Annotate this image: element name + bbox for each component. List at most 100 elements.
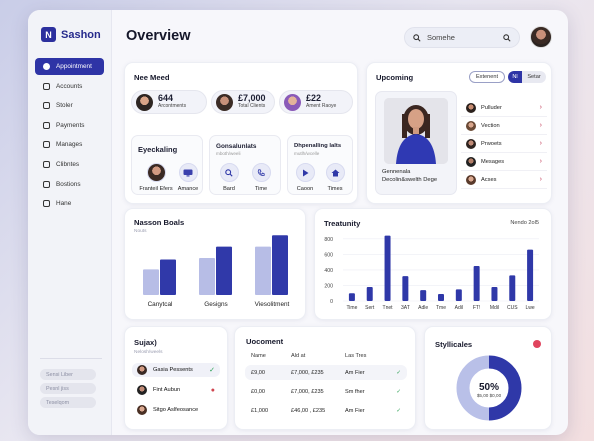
card-title: Styllicales [435,340,473,349]
table-cell: £46,00 , £235 [291,407,326,414]
sidebar-item-label: Bostions [56,180,81,188]
tile-bard[interactable]: Bard [218,163,240,192]
sidebar-nav: Appointment Accounts Stoler Payments Man… [35,58,104,215]
table-row[interactable]: £0,00 £7,000, £235 Sm fher ✓ [245,384,407,399]
table-cell: £7,000, £235 [291,388,324,395]
sidebar-item-stoler[interactable]: Stoler [35,97,104,114]
sidebar-item-payments[interactable]: Payments [35,117,104,134]
stat-label: Arcontments [158,103,187,109]
sidebar-item-bostions[interactable]: Bostions [35,176,104,193]
search-input[interactable]: Somehe [404,27,520,48]
sujax-card: Sujax) Nelosh/weels Gasia Pessents ✓ Fin… [124,326,228,430]
treatunity-chart: 0 200 400 600 800 Time Sert Tnet 3AT Adle Tme Adil F… [324,235,539,311]
sidebar-item-label: Clibntes [56,160,80,168]
extenent-button[interactable]: Extenent [469,71,505,83]
sidebar-item-clients[interactable]: Clibntes [35,156,104,173]
bar [438,294,444,301]
panel-subtitle: mutlh/wcelle [294,151,320,156]
brand[interactable]: N Sashon [41,27,101,42]
list-item[interactable]: Prwoets › [461,135,547,153]
user-avatar[interactable] [530,26,552,48]
list-item[interactable]: Gasia Pessents ✓ [132,363,220,377]
x-tick-label: Time [346,305,357,311]
list-item-label: Sitgo Aslfeosance [153,407,199,413]
stat-average[interactable]: £22 Ament Raoye [279,90,353,114]
sidebar-item-hane[interactable]: Hane [35,195,104,212]
app-window: N Sashon Appointment Accounts Stoler Pay… [28,10,568,435]
x-tick-label: Mdil [490,305,499,311]
toggle-nl[interactable]: Nl [508,71,522,83]
need-card: Nee Meed 644 Arcontments £7,000 Total Clie… [124,62,358,204]
table-row[interactable]: £1,000 £46,00 , £235 Am Fier ✓ [245,403,407,418]
bar [455,289,462,301]
bar [216,246,232,295]
gear-icon [43,63,50,70]
donut-center-label: $5,00 $0,00 [477,393,502,398]
tile-time[interactable]: Time [250,163,272,192]
page-title: Overview [126,28,191,44]
x-tick-label: Tme [436,305,446,311]
profile-card[interactable]: Gennenala Decolin&swelth Dege [375,91,457,195]
wallet-icon [43,82,50,90]
stat-appointments[interactable]: 644 Arcontments [131,90,207,114]
footer-link[interactable]: Pesnl jiss [40,383,96,394]
list-item-label: Acses [481,176,497,183]
y-tick-label: 200 [324,283,333,289]
stat-value: £22 [306,93,322,103]
avatar [137,405,147,415]
toggle-setar[interactable]: Setar [522,71,546,83]
table-cell: £7,000, £235 [291,369,324,376]
footer-link[interactable]: Teselqom [40,397,96,408]
x-tick-label: Lwe [525,305,534,311]
treatunity-card: Treatunity Nendo 2ol5 0 200 400 600 800 Time S… [314,208,552,320]
sidebar: N Sashon Appointment Accounts Stoler Pay… [28,10,112,435]
check-icon: ✓ [396,388,401,395]
tile-times[interactable]: Times [324,163,346,192]
list-item[interactable]: Fint Aubun ● [132,383,220,397]
avatar [466,174,476,185]
table-header: Name Ald at Las Tres [251,353,407,359]
list-item[interactable]: Acses › [461,171,547,189]
play-icon [295,163,315,182]
avatar [466,156,476,167]
sidebar-item-appointment[interactable]: Appointment [35,58,104,75]
chevron-right-icon: › [539,140,542,147]
bar [366,287,373,301]
panel-title: Dhpenalling lalts [294,143,342,149]
logo-icon: N [41,27,56,42]
list-item[interactable]: Vection › [461,117,547,135]
sidebar-item-manages[interactable]: Manages [35,136,104,153]
table-cell: £1,000 [251,407,269,414]
stat-value: £7,000 [238,93,266,103]
footer-link[interactable]: Sensi Liber [40,369,96,380]
donut-chart: 50%$5,00 $0,00 [456,355,522,421]
search-submit-icon[interactable] [503,33,511,42]
tile-label: Franteil Efers [139,186,173,192]
chevron-right-icon: › [539,176,542,183]
tile-amance[interactable]: Amance [176,163,200,192]
profile-name: Gennenala [382,169,411,175]
check-icon: ✓ [396,369,401,376]
tile-caoon[interactable]: Caoon [294,163,316,192]
list-item[interactable]: Mesages › [461,153,547,171]
table-row[interactable]: £9,00 £7,000, £235 Am Fier ✓ [245,365,407,380]
monitor-icon [178,163,198,182]
tile-franteil[interactable]: Franteil Efers [138,163,174,192]
list-item-label: Vection [481,122,500,129]
sidebar-item-accounts[interactable]: Accounts [35,78,104,95]
list-item-label: Mesages [481,158,505,165]
table-cell: £0,00 [251,388,265,395]
list-item[interactable]: Sitgo Aslfeosance [132,403,220,417]
check-icon: ✓ [209,367,215,374]
stat-clients[interactable]: £7,000 Total Clients [211,90,275,114]
status-dot [533,340,541,348]
avatar [466,120,476,131]
list-item[interactable]: Pulluder › [461,99,547,117]
pie-slice [456,355,522,421]
table-cell: £9,00 [251,369,265,376]
list-item-label: Pulluder [481,104,502,111]
tile-label: Amance [177,186,199,192]
sidebar-item-label: Payments [56,121,85,129]
chart-legend: Nendo 2ol5 [510,220,539,226]
avatar [466,102,476,113]
